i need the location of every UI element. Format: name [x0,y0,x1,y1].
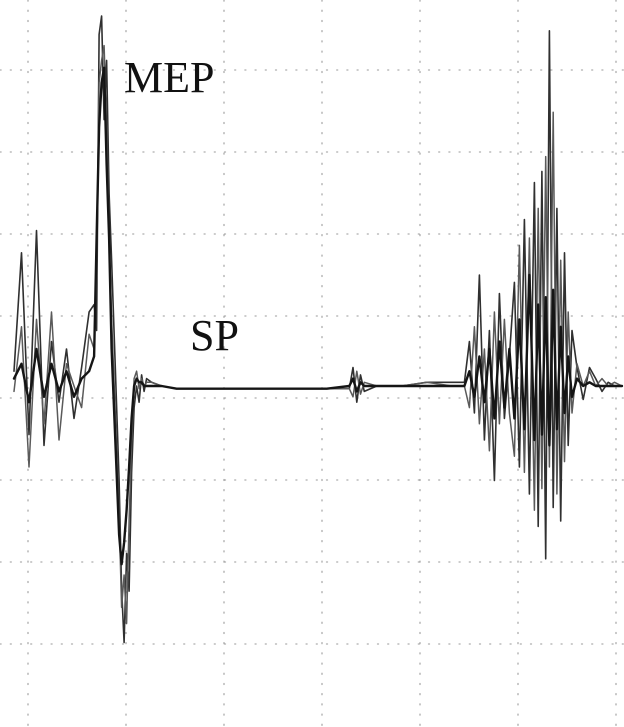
sp-label: SP [190,311,239,360]
emg-trace-3 [12,66,624,566]
emg-traces [12,15,624,644]
mep-label: MEP [124,53,214,102]
